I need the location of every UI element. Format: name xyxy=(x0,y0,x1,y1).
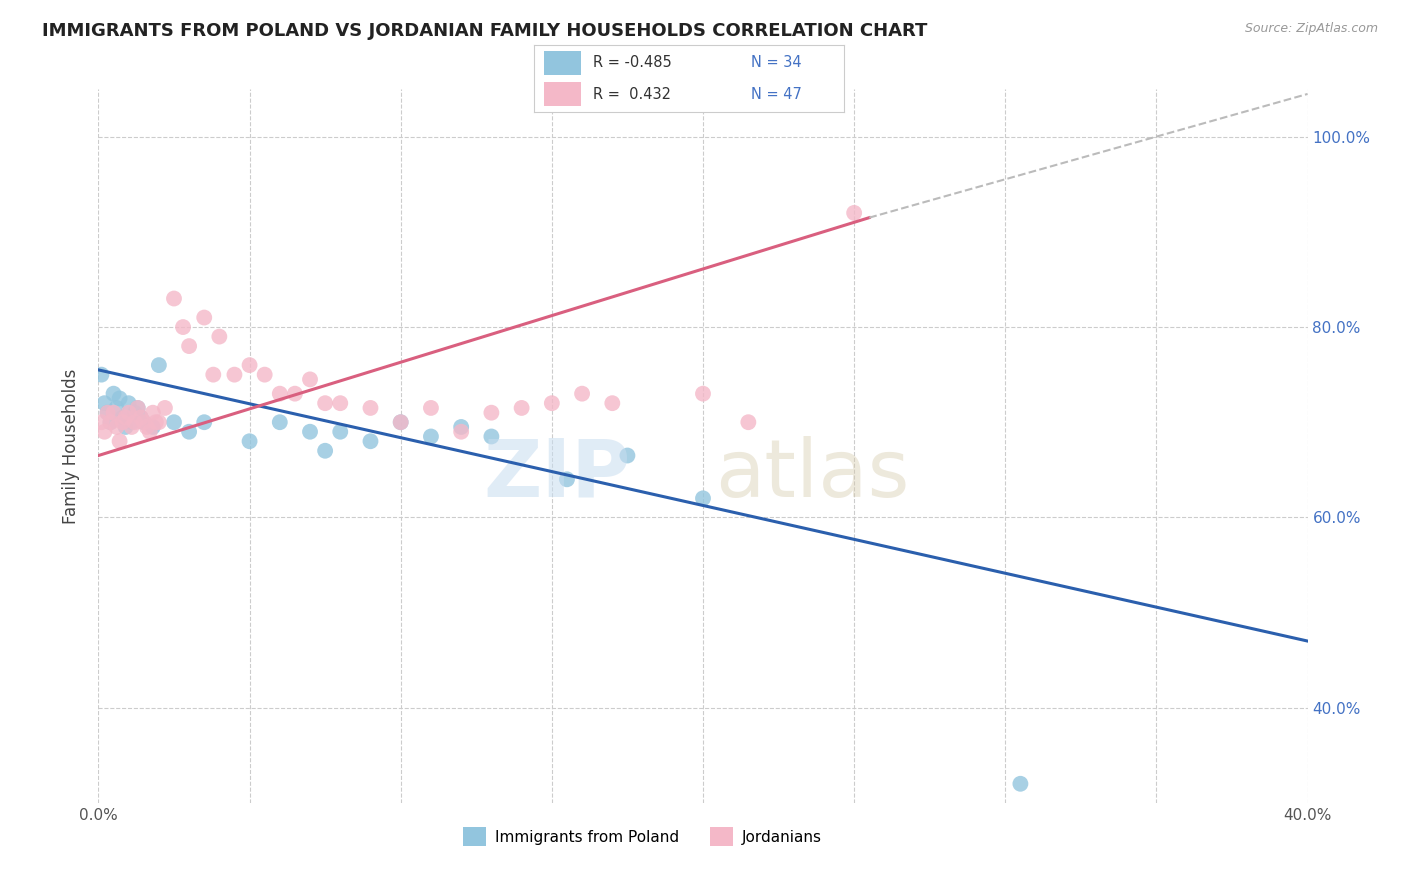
Point xyxy=(127,401,149,415)
Point xyxy=(269,386,291,401)
Point xyxy=(737,415,759,429)
Point xyxy=(269,415,291,429)
Point xyxy=(96,406,118,420)
Point xyxy=(93,425,115,439)
Point xyxy=(239,434,262,449)
Point xyxy=(284,386,307,401)
Text: IMMIGRANTS FROM POLAND VS JORDANIAN FAMILY HOUSEHOLDS CORRELATION CHART: IMMIGRANTS FROM POLAND VS JORDANIAN FAMI… xyxy=(42,22,928,40)
Point xyxy=(139,425,162,439)
Point xyxy=(420,401,443,415)
Point xyxy=(105,420,128,434)
Point xyxy=(127,401,149,415)
Point xyxy=(96,406,118,420)
FancyBboxPatch shape xyxy=(544,82,581,106)
Point xyxy=(360,401,382,415)
Point xyxy=(148,415,170,429)
Text: N = 47: N = 47 xyxy=(751,87,801,102)
Y-axis label: Family Households: Family Households xyxy=(62,368,80,524)
Point xyxy=(124,415,146,429)
Point xyxy=(163,292,186,306)
Point xyxy=(208,329,231,343)
Point xyxy=(121,420,143,434)
Point xyxy=(193,415,215,429)
Point xyxy=(202,368,225,382)
Point xyxy=(114,420,136,434)
Point xyxy=(602,396,624,410)
Point xyxy=(103,406,125,420)
Point xyxy=(329,425,352,439)
Point xyxy=(540,396,562,410)
Point xyxy=(844,206,866,220)
Point xyxy=(510,401,533,415)
Text: N = 34: N = 34 xyxy=(751,55,801,70)
Point xyxy=(253,368,276,382)
Point xyxy=(132,415,155,429)
Text: R =  0.432: R = 0.432 xyxy=(593,87,671,102)
Point xyxy=(108,434,131,449)
Text: atlas: atlas xyxy=(714,435,910,514)
Point xyxy=(132,415,155,429)
Point xyxy=(1010,777,1032,791)
Point xyxy=(145,415,167,429)
Point xyxy=(111,410,134,425)
Point xyxy=(118,396,141,410)
Point xyxy=(93,396,115,410)
Point xyxy=(118,406,141,420)
Point xyxy=(450,425,472,439)
Text: Source: ZipAtlas.com: Source: ZipAtlas.com xyxy=(1244,22,1378,36)
Point xyxy=(129,410,152,425)
Point xyxy=(692,491,714,506)
Point xyxy=(481,406,503,420)
Point xyxy=(420,429,443,443)
Point xyxy=(299,372,322,386)
Point xyxy=(100,415,122,429)
Point xyxy=(135,420,157,434)
Point xyxy=(224,368,246,382)
Point xyxy=(148,358,170,372)
Point xyxy=(111,415,134,429)
Point xyxy=(163,415,186,429)
Point xyxy=(90,415,112,429)
Point xyxy=(239,358,262,372)
Point xyxy=(105,401,128,415)
Point xyxy=(142,420,165,434)
Point xyxy=(481,429,503,443)
Point xyxy=(114,410,136,425)
Point xyxy=(108,392,131,406)
Point xyxy=(153,401,176,415)
Point xyxy=(450,420,472,434)
Point xyxy=(100,415,122,429)
Point xyxy=(121,415,143,429)
Point xyxy=(389,415,412,429)
Point xyxy=(616,449,638,463)
Legend: Immigrants from Poland, Jordanians: Immigrants from Poland, Jordanians xyxy=(457,822,828,852)
Text: ZIP: ZIP xyxy=(484,435,630,514)
Point xyxy=(692,386,714,401)
Point xyxy=(329,396,352,410)
Point xyxy=(129,410,152,425)
Point xyxy=(142,406,165,420)
Point xyxy=(103,386,125,401)
Point xyxy=(124,406,146,420)
Point xyxy=(571,386,593,401)
Point xyxy=(314,443,336,458)
Point xyxy=(172,320,194,334)
Point xyxy=(193,310,215,325)
Point xyxy=(314,396,336,410)
Point xyxy=(360,434,382,449)
Point xyxy=(179,339,201,353)
Text: R = -0.485: R = -0.485 xyxy=(593,55,672,70)
FancyBboxPatch shape xyxy=(544,51,581,75)
Point xyxy=(90,368,112,382)
Point xyxy=(299,425,322,439)
Point xyxy=(389,415,412,429)
Point xyxy=(179,425,201,439)
Point xyxy=(555,472,578,486)
